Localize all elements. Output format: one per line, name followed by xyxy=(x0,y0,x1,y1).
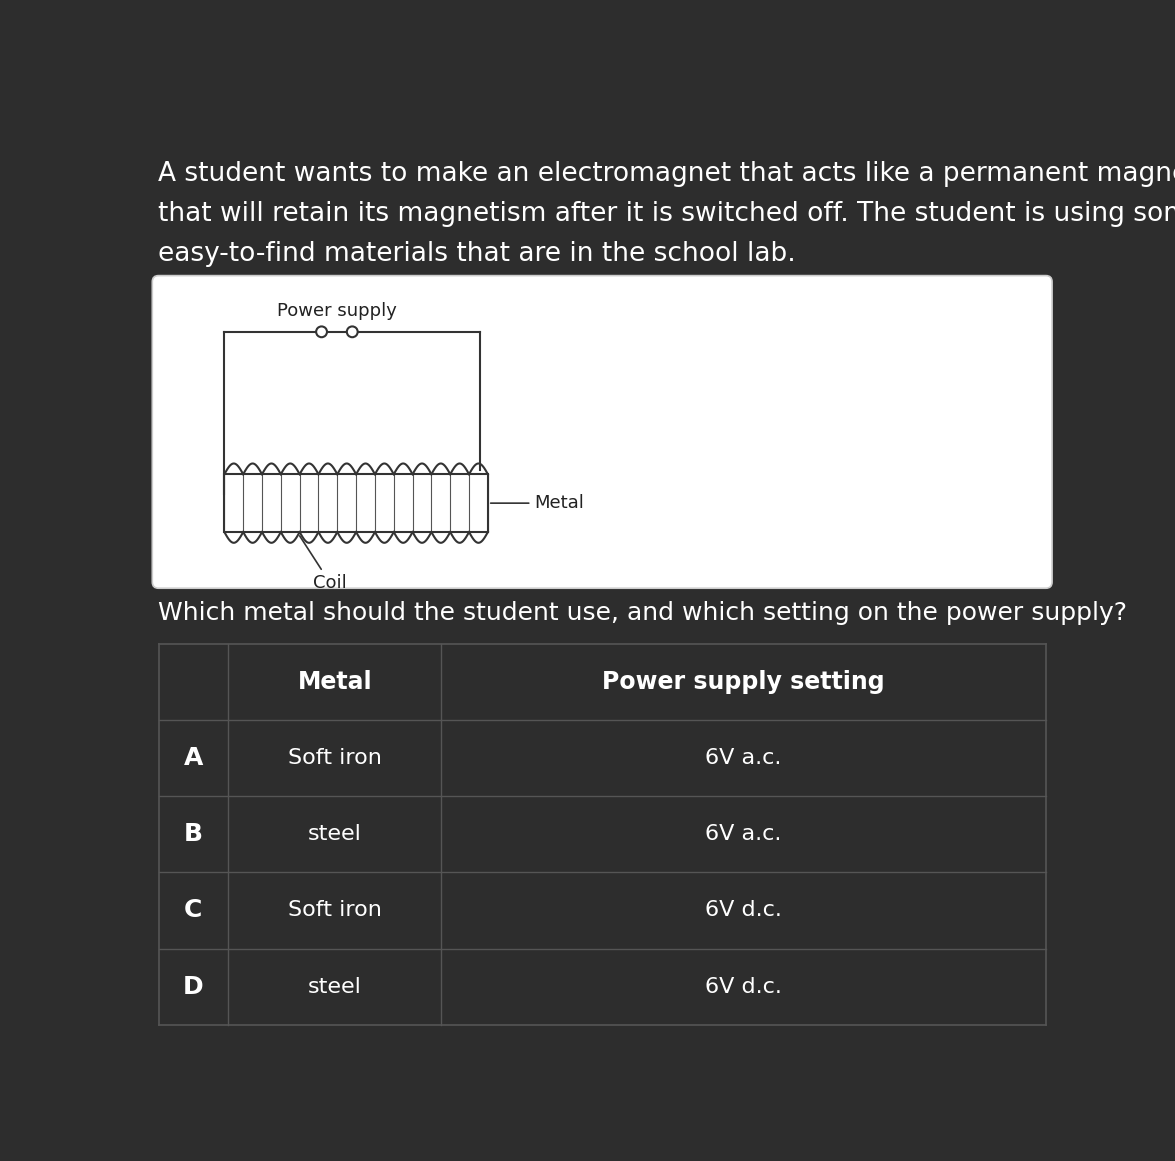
Circle shape xyxy=(316,326,327,337)
Text: steel: steel xyxy=(308,824,362,844)
Text: Soft iron: Soft iron xyxy=(288,748,382,769)
Text: Metal: Metal xyxy=(297,670,372,694)
Text: easy-to-find materials that are in the school lab.: easy-to-find materials that are in the s… xyxy=(159,241,797,267)
Text: that will retain its magnetism after it is switched off. The student is using so: that will retain its magnetism after it … xyxy=(159,201,1175,226)
Text: 6V d.c.: 6V d.c. xyxy=(705,976,783,996)
Text: Coil: Coil xyxy=(300,536,348,592)
Text: C: C xyxy=(184,899,202,923)
Text: A: A xyxy=(183,747,203,770)
Text: Metal: Metal xyxy=(491,495,584,512)
Bar xyxy=(224,475,488,532)
Text: Soft iron: Soft iron xyxy=(288,901,382,921)
Text: Power supply: Power supply xyxy=(277,302,397,320)
Text: D: D xyxy=(183,975,203,998)
Text: B: B xyxy=(183,822,203,846)
Circle shape xyxy=(347,326,357,337)
Text: 6V a.c.: 6V a.c. xyxy=(705,748,781,769)
Text: 6V d.c.: 6V d.c. xyxy=(705,901,783,921)
Text: A student wants to make an electromagnet that acts like a permanent magnet: A student wants to make an electromagnet… xyxy=(159,161,1175,187)
Text: 6V a.c.: 6V a.c. xyxy=(705,824,781,844)
Text: Power supply setting: Power supply setting xyxy=(603,670,885,694)
FancyBboxPatch shape xyxy=(153,275,1052,589)
Text: Which metal should the student use, and which setting on the power supply?: Which metal should the student use, and … xyxy=(159,601,1128,626)
Text: steel: steel xyxy=(308,976,362,996)
